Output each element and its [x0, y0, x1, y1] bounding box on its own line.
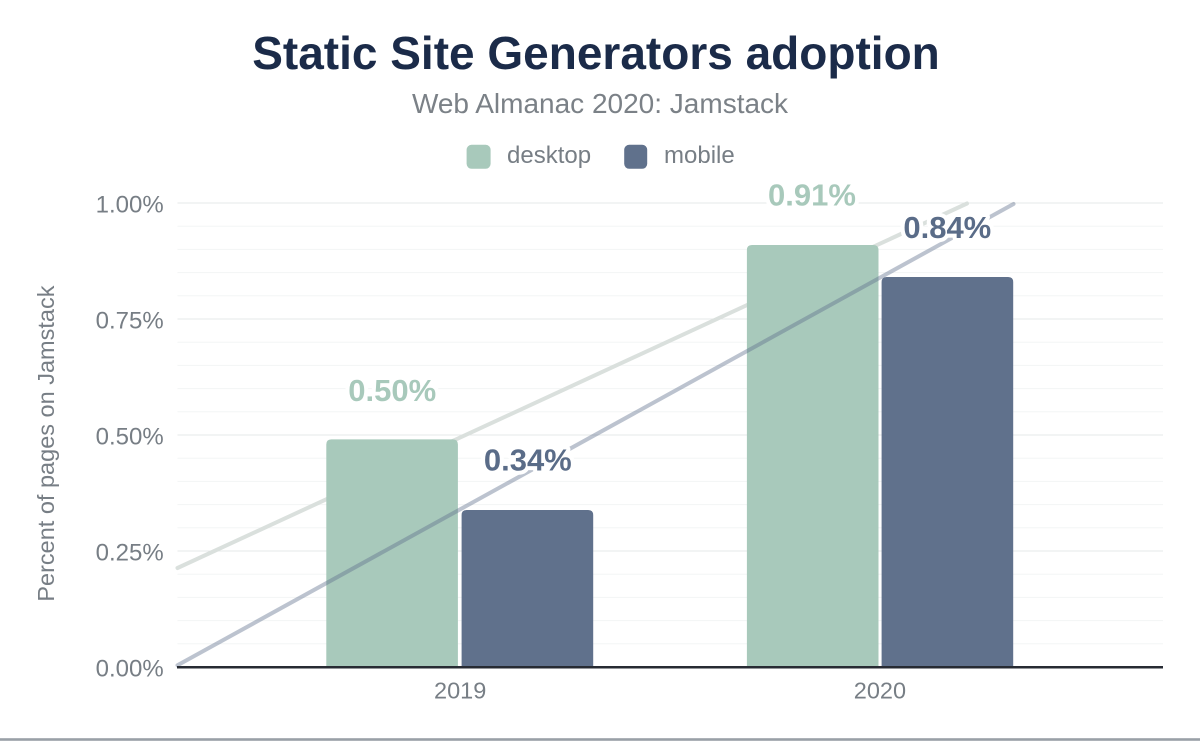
svg-text:0.91%: 0.91%	[768, 178, 856, 213]
svg-text:Percent of pages on Jamstack: Percent of pages on Jamstack	[33, 285, 59, 601]
svg-text:desktop: desktop	[507, 142, 591, 169]
svg-text:Web Almanac 2020: Jamstack: Web Almanac 2020: Jamstack	[412, 88, 789, 119]
svg-text:0.50%: 0.50%	[348, 373, 436, 408]
svg-text:Static Site Generators adoptio: Static Site Generators adoption	[252, 27, 940, 79]
svg-text:0.34%: 0.34%	[484, 443, 572, 478]
svg-text:2019: 2019	[434, 678, 486, 704]
svg-text:0.00%: 0.00%	[96, 655, 164, 682]
svg-text:mobile: mobile	[664, 142, 735, 169]
svg-text:0.84%: 0.84%	[903, 210, 991, 245]
svg-text:0.75%: 0.75%	[96, 307, 164, 334]
svg-text:1.00%: 1.00%	[96, 191, 164, 218]
svg-text:0.50%: 0.50%	[96, 423, 164, 450]
svg-text:2020: 2020	[854, 678, 906, 704]
svg-text:0.25%: 0.25%	[96, 539, 164, 566]
